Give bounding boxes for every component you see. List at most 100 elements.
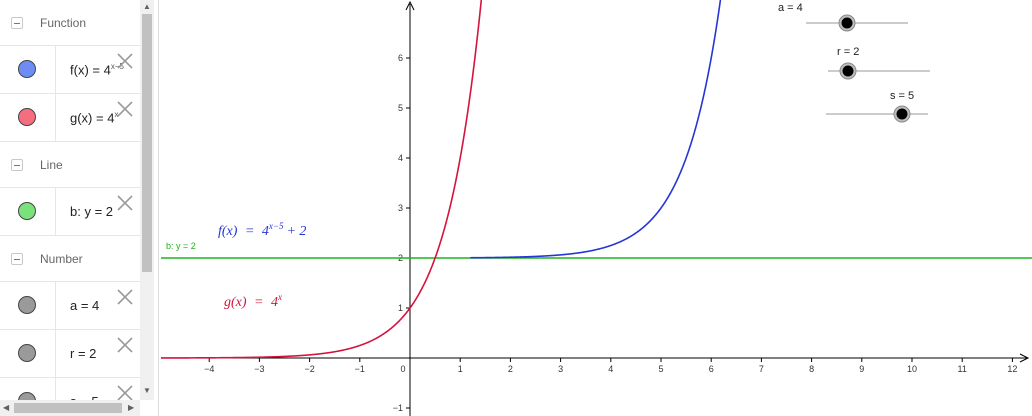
slider-knob-r[interactable] — [842, 65, 854, 77]
expression-text: f(x) = 4 — [70, 62, 111, 78]
marble-cell — [0, 330, 56, 377]
x-tick-label: −2 — [304, 364, 314, 374]
algebra-expression[interactable]: f(x) = 4x−5 — [70, 62, 124, 77]
algebra-item-f[interactable]: f(x) = 4x−5 — [0, 46, 140, 94]
x-tick-label: 8 — [809, 364, 814, 374]
y-tick-label: 3 — [398, 203, 403, 213]
y-tick-label: 1 — [398, 303, 403, 313]
slider-knob-a[interactable] — [841, 17, 853, 29]
g-label-eq: = — [251, 295, 267, 310]
scroll-down-arrow-icon[interactable]: ▼ — [143, 386, 151, 395]
horizontal-scroll-thumb[interactable] — [14, 403, 122, 413]
x-tick-label: −1 — [355, 364, 365, 374]
algebra-expression[interactable]: g(x) = 4x — [70, 110, 118, 125]
y-axis-arrow-icon — [405, 0, 415, 11]
scroll-up-arrow-icon[interactable]: ▲ — [143, 2, 151, 11]
f-label-eq: = — [241, 224, 257, 239]
scroll-right-arrow-icon[interactable]: ▶ — [128, 403, 135, 412]
algebra-expression[interactable]: r = 2 — [70, 346, 96, 361]
delete-icon[interactable] — [116, 52, 134, 70]
x-tick-label: −4 — [204, 364, 214, 374]
collapse-icon[interactable] — [11, 253, 23, 265]
algebra-expression[interactable]: a = 4 — [70, 298, 99, 313]
x-tick-label: 10 — [907, 364, 917, 374]
g-label-lhs: g(x) — [224, 295, 247, 310]
slider-label-r: r = 2 — [837, 46, 859, 58]
delete-icon[interactable] — [116, 384, 134, 402]
marble-cell — [0, 282, 56, 329]
x-tick-label: 11 — [958, 364, 967, 374]
delete-icon[interactable] — [116, 100, 134, 118]
visibility-toggle-icon[interactable] — [18, 108, 36, 126]
line-b-label: b: y = 2 — [166, 241, 196, 251]
y-tick-label-negative: −1 — [393, 403, 403, 413]
algebra-item-b[interactable]: b: y = 2 — [0, 188, 140, 236]
group-header-number[interactable]: Number — [0, 236, 140, 282]
x-tick-label: 12 — [1007, 364, 1017, 374]
group-header-line[interactable]: Line — [0, 142, 140, 188]
visibility-toggle-icon[interactable] — [18, 296, 36, 314]
delete-icon[interactable] — [116, 336, 134, 354]
x-tick-label: 0 — [400, 364, 405, 374]
x-tick-label: 3 — [558, 364, 563, 374]
visibility-toggle-icon[interactable] — [18, 60, 36, 78]
group-label: Function — [40, 16, 87, 30]
panel-divider[interactable] — [158, 0, 159, 416]
algebra-item-g[interactable]: g(x) = 4x — [0, 94, 140, 142]
algebra-list: Function f(x) = 4x−5 g(x) = 4x Line b: y = 2… — [0, 0, 140, 416]
g-label-exp: x — [277, 292, 282, 302]
algebra-item-a[interactable]: a = 4 — [0, 282, 140, 330]
curve-f[interactable] — [470, 0, 722, 259]
delete-icon[interactable] — [116, 194, 134, 212]
algebra-expression[interactable]: b: y = 2 — [70, 204, 113, 219]
function-g-label: g(x) = 4x — [224, 292, 282, 310]
algebra-item-r[interactable]: r = 2 — [0, 330, 140, 378]
graphics-background[interactable] — [161, 0, 1032, 416]
x-tick-label: 6 — [709, 364, 714, 374]
group-header-function[interactable]: Function — [0, 0, 140, 46]
collapse-icon[interactable] — [11, 159, 23, 171]
x-tick-label: 7 — [759, 364, 764, 374]
collapse-icon[interactable] — [11, 17, 23, 29]
expression-text: a = 4 — [70, 298, 100, 313]
group-label: Number — [40, 252, 83, 266]
expression-text: g(x) = 4 — [70, 110, 115, 126]
x-axis-arrow-icon — [1019, 353, 1030, 363]
slider-knob-s[interactable] — [896, 108, 908, 120]
slider-label-a: a = 4 — [778, 2, 803, 14]
vertical-scroll-thumb[interactable] — [142, 14, 152, 272]
y-tick-label: 4 — [398, 153, 403, 163]
vertical-scrollbar[interactable]: ▲ ▼ — [140, 0, 154, 400]
expression-exponent: x — [114, 110, 119, 119]
expression-exponent: x−5 — [110, 62, 124, 71]
scroll-left-arrow-icon[interactable]: ◀ — [3, 403, 10, 412]
horizontal-scrollbar[interactable]: ◀ ▶ — [0, 400, 140, 416]
x-tick-label: 4 — [608, 364, 613, 374]
y-tick-label: 6 — [398, 53, 403, 63]
g-label-base: 4 — [271, 295, 278, 310]
delete-icon[interactable] — [116, 288, 134, 306]
marble-cell — [0, 188, 56, 235]
f-label-lhs: f(x) — [218, 224, 238, 239]
f-label-exp: x−5 — [268, 221, 284, 231]
x-tick-label: 1 — [458, 364, 463, 374]
algebra-panel: Function f(x) = 4x−5 g(x) = 4x Line b: y = 2… — [0, 0, 154, 416]
marble-cell — [0, 46, 56, 93]
expression-text: b: y = 2 — [70, 204, 113, 219]
group-label: Line — [40, 158, 63, 172]
visibility-toggle-icon[interactable] — [18, 344, 36, 362]
slider-label-s: s = 5 — [890, 90, 914, 102]
x-tick-label: 2 — [508, 364, 513, 374]
marble-cell — [0, 94, 56, 141]
function-f-label: f(x) = 4x−5 + 2 — [218, 221, 306, 239]
expression-text: r = 2 — [70, 346, 97, 361]
f-label-base: 4 — [262, 224, 269, 239]
x-tick-label: 5 — [658, 364, 663, 374]
f-label-tail: + 2 — [286, 224, 306, 239]
curve-g[interactable] — [161, 0, 483, 359]
x-tick-label: −3 — [254, 364, 264, 374]
x-tick-label: 9 — [859, 364, 864, 374]
visibility-toggle-icon[interactable] — [18, 202, 36, 220]
